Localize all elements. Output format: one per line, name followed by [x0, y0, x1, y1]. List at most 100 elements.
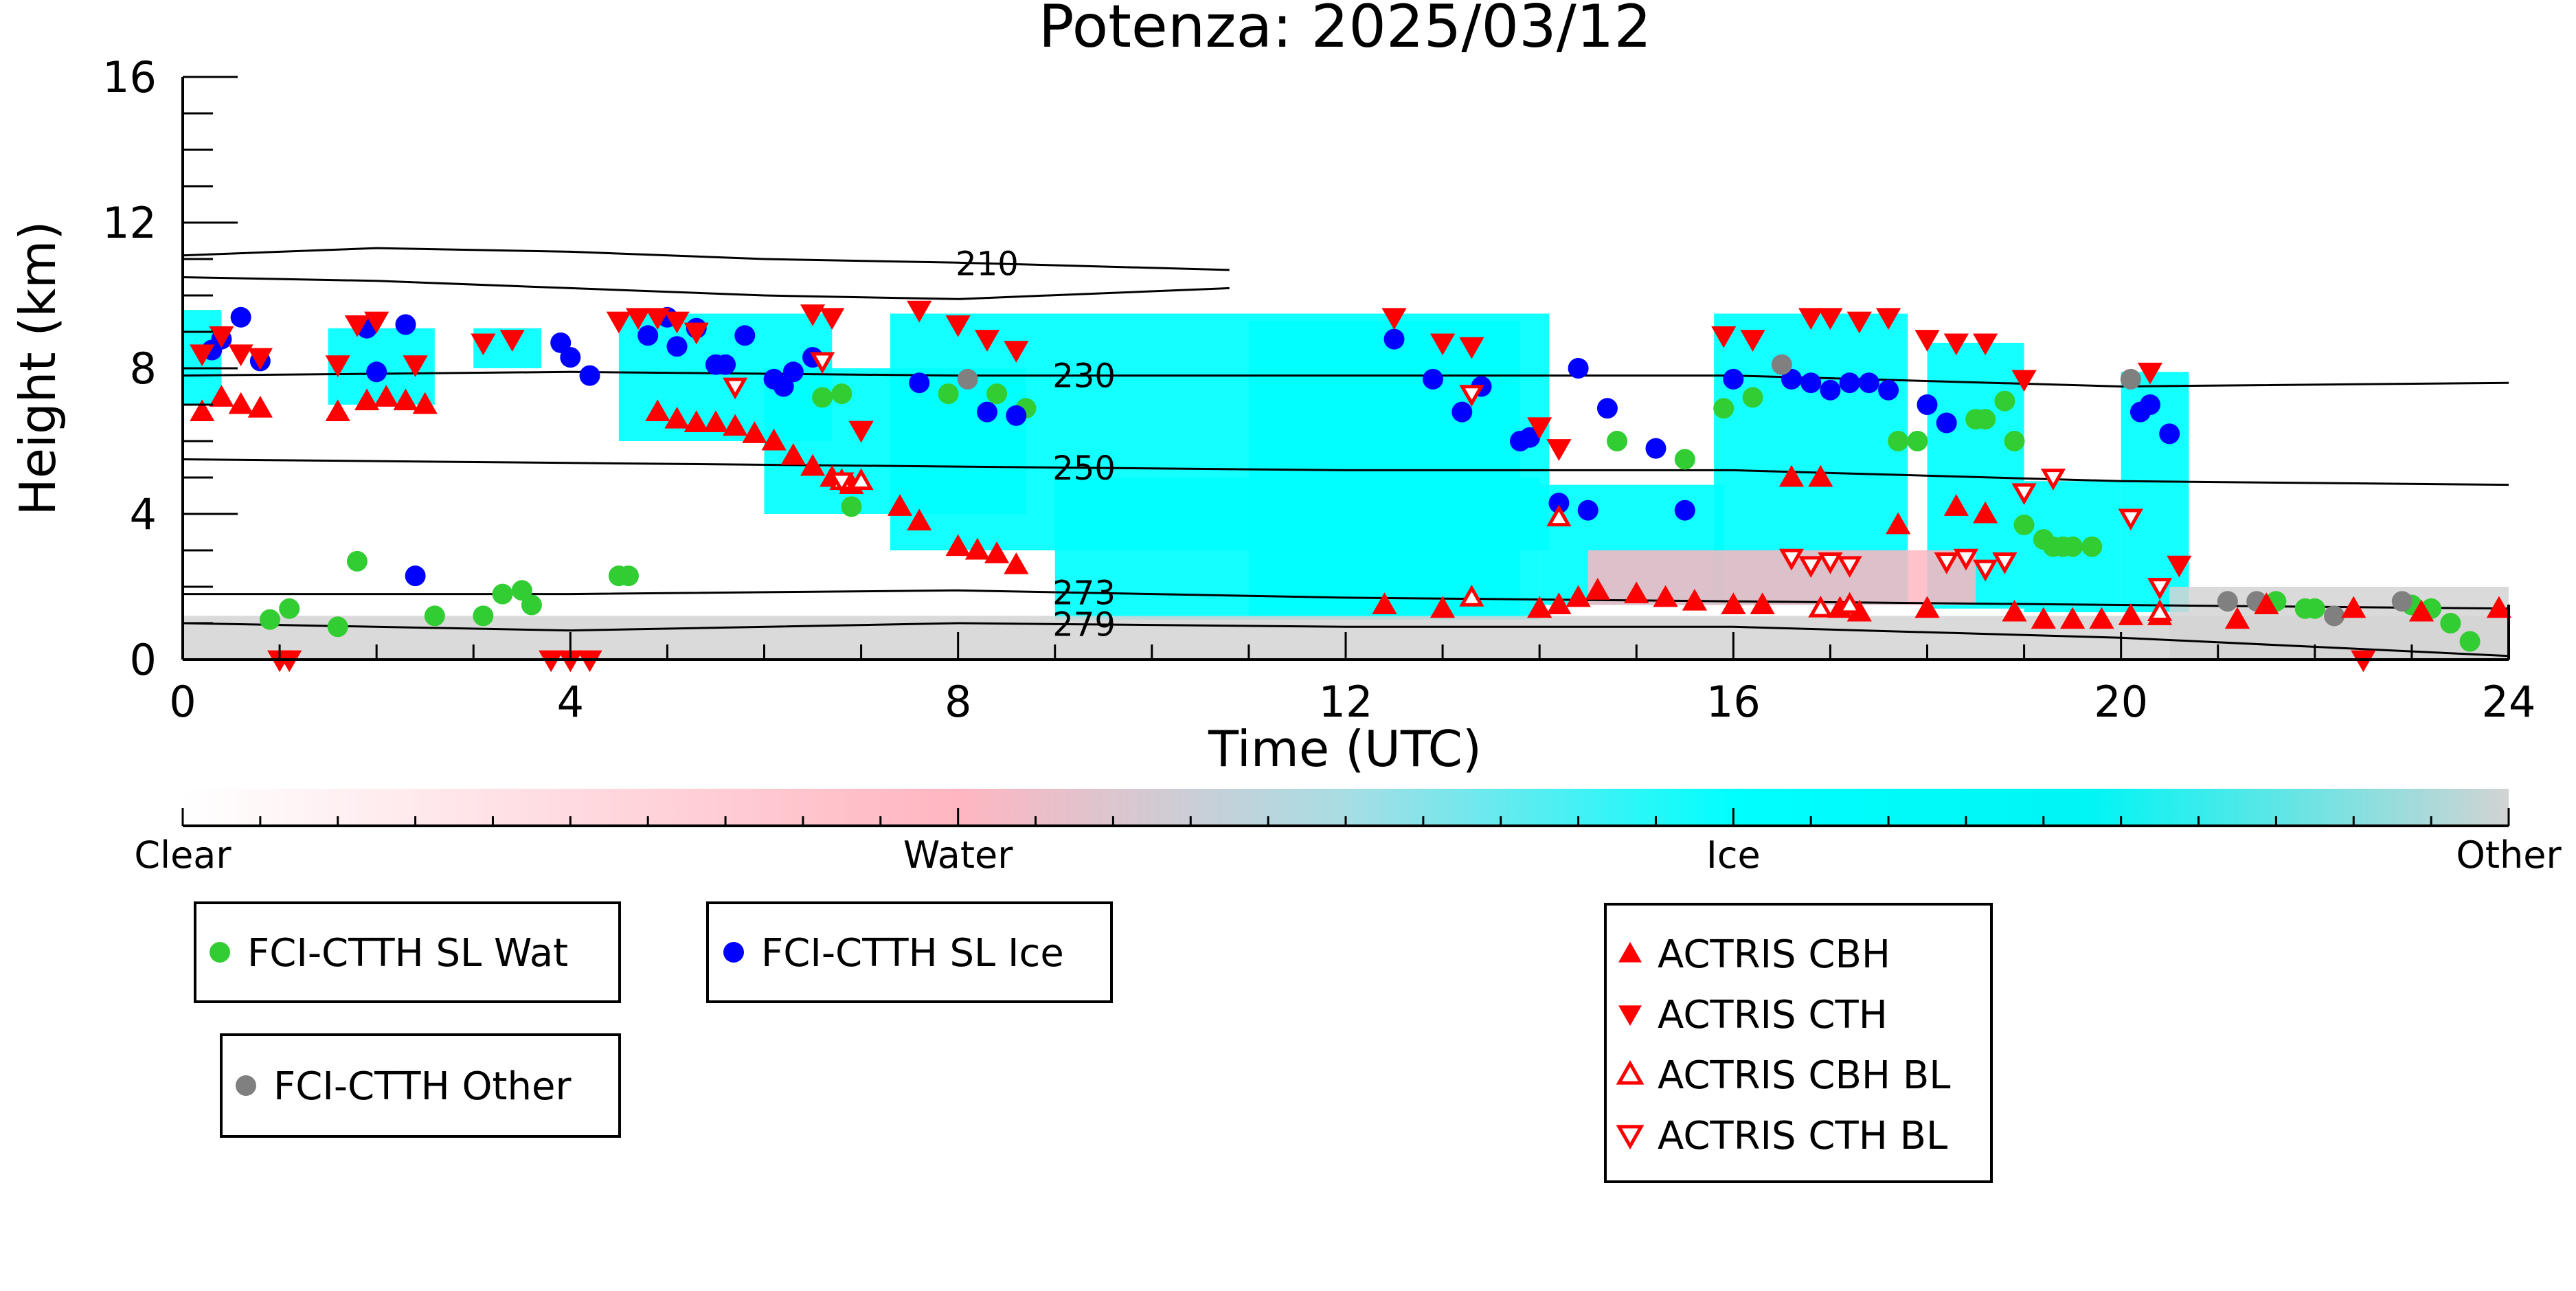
point-actris-cth — [2351, 650, 2376, 673]
point-actris-cth — [974, 330, 1000, 352]
x-tick-label: 0 — [169, 677, 196, 727]
point-actris-cbh — [2341, 596, 2366, 618]
x-tick-label: 12 — [1319, 677, 1373, 727]
point-actris-cbh — [1430, 596, 1456, 618]
point-actris-cth-bl — [1992, 552, 2018, 574]
point-actris-cth — [325, 355, 350, 377]
point-actris-cth — [820, 308, 845, 330]
point-fci-ctth-other — [2217, 591, 2238, 612]
point-actris-cbh — [703, 410, 729, 432]
point-fci-ctth-other — [2120, 368, 2141, 390]
point-fci-ctth-sl-ice — [366, 361, 387, 383]
point-fci-ctth-sl-ice — [1781, 368, 1802, 390]
y-tick-label: 12 — [102, 198, 157, 248]
x-tick-label: 4 — [557, 677, 584, 727]
point-actris-cbh — [1778, 464, 1805, 487]
point-fci-ctth-sl-ice — [782, 361, 804, 383]
point-fci-ctth-sl-ice — [2139, 394, 2160, 415]
point-actris-cbh — [2118, 603, 2143, 625]
point-fci-ctth-sl-wat — [1607, 431, 1628, 451]
point-actris-cth — [625, 308, 651, 330]
point-actris-cbh — [190, 399, 215, 422]
point-actris-cbh — [374, 385, 399, 407]
point-actris-cbh — [2486, 596, 2512, 618]
point-fci-ctth-sl-wat — [831, 383, 852, 405]
data-markers — [190, 300, 2512, 673]
point-actris-cth — [1459, 337, 1484, 359]
legend-label-fci-ctth-other: FCI-CTTH Other — [273, 1064, 572, 1109]
point-actris-cbh — [1943, 494, 1969, 516]
point-actris-cbh — [412, 392, 438, 414]
point-fci-ctth-sl-ice — [715, 354, 736, 375]
point-fci-ctth-sl-ice — [1422, 368, 1443, 390]
point-actris-cbh — [228, 392, 253, 414]
point-fci-ctth-other — [957, 368, 978, 390]
point-actris-cbh — [325, 399, 350, 422]
point-fci-ctth-sl-wat — [424, 605, 445, 627]
legend-box-other — [220, 1033, 621, 1138]
point-actris-cbh — [2089, 607, 2114, 629]
point-actris-cth-bl — [723, 377, 748, 400]
point-actris-cth — [1381, 308, 1407, 330]
y-tick-label: 16 — [102, 52, 157, 102]
point-actris-cbh — [2060, 607, 2086, 629]
point-actris-cth — [800, 304, 826, 326]
point-actris-cbh — [984, 541, 1010, 563]
point-fci-ctth-sl-wat — [2081, 536, 2103, 557]
point-fci-ctth-sl-wat — [1975, 409, 1996, 430]
point-fci-ctth-sl-wat — [1994, 390, 2015, 412]
point-actris-cth-bl — [810, 352, 835, 374]
point-actris-cbh — [1682, 588, 1708, 611]
point-actris-cth — [577, 650, 602, 673]
point-fci-ctth-sl-wat — [812, 387, 833, 408]
colorbar: Clear Water Ice Other — [134, 789, 2562, 877]
point-fci-ctth-sl-ice — [1577, 499, 1598, 521]
point-fci-ctth-sl-wat — [473, 605, 494, 627]
point-actris-cth — [247, 348, 273, 370]
point-actris-cbh — [2002, 599, 2027, 622]
y-tick-label: 8 — [130, 344, 157, 394]
point-actris-cbh — [683, 410, 709, 432]
point-actris-cth-bl — [1973, 559, 1998, 582]
contour-label: 210 — [956, 245, 1019, 283]
point-fci-ctth-sl-ice — [976, 401, 997, 423]
point-actris-cbh — [393, 388, 418, 411]
point-fci-ctth-sl-ice — [1568, 358, 1589, 379]
point-fci-ctth-sl-ice — [734, 325, 756, 346]
point-fci-ctth-sl-wat — [938, 383, 959, 405]
legend-marker-actris-cbh — [1618, 941, 1642, 963]
point-actris-cbh — [1721, 592, 1746, 614]
point-fci-ctth-sl-wat — [986, 383, 1008, 405]
point-actris-cth-bl — [1953, 548, 1979, 571]
contour-label: 250 — [1052, 449, 1116, 488]
point-actris-cth — [2137, 362, 2163, 385]
point-fci-ctth-sl-wat — [2304, 598, 2325, 619]
point-actris-cth — [471, 333, 496, 356]
point-actris-cbh — [907, 508, 932, 531]
x-tick-label: 24 — [2482, 677, 2536, 727]
point-actris-cbh — [1004, 552, 1029, 574]
point-actris-cth — [1740, 330, 1765, 352]
point-actris-cth — [2011, 370, 2037, 392]
point-fci-ctth-sl-ice — [1674, 499, 1695, 521]
point-actris-cbh-bl — [1546, 504, 1572, 527]
point-fci-ctth-sl-ice — [1839, 372, 1860, 394]
point-actris-cth — [539, 650, 564, 673]
contour-label: 273 — [1052, 574, 1116, 613]
point-actris-cth — [344, 315, 370, 337]
point-actris-cth — [606, 311, 631, 334]
colorbar-label: Ice — [1706, 833, 1761, 877]
point-actris-cbh — [1750, 592, 1775, 614]
point-fci-ctth-sl-ice — [666, 336, 688, 357]
point-actris-cth — [499, 330, 525, 352]
legend-marker-fci-ctth-other — [236, 1075, 256, 1096]
x-tick-label: 16 — [1706, 677, 1761, 727]
point-actris-cbh-bl — [848, 468, 874, 491]
point-actris-cth — [848, 420, 874, 443]
point-actris-cbh-bl — [2147, 599, 2173, 621]
point-actris-cbh — [723, 414, 748, 436]
x-axis-title: Time (UTC) — [1208, 720, 1482, 778]
point-actris-cth-bl — [1818, 552, 1843, 574]
point-actris-cth — [2167, 555, 2192, 578]
